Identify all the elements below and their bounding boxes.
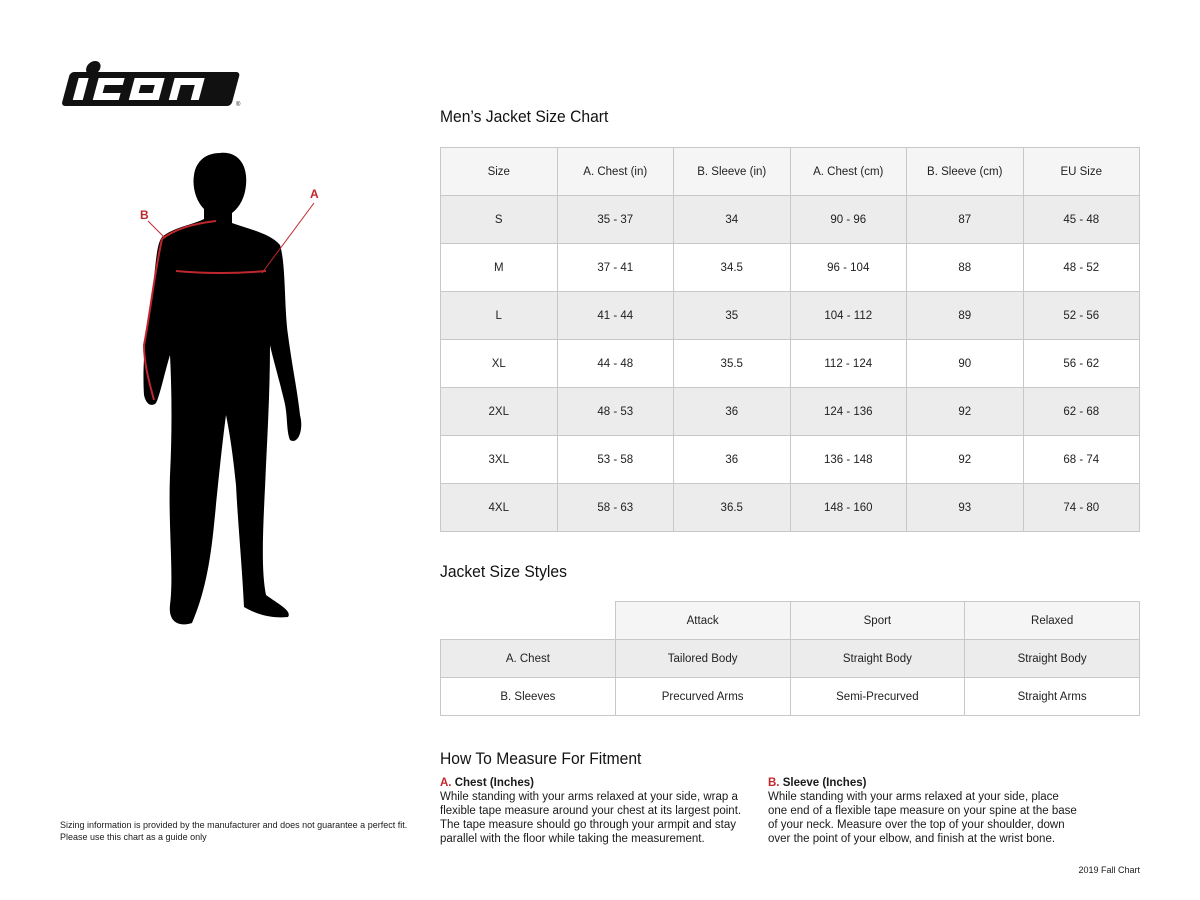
- table-cell: 87: [906, 195, 1024, 244]
- table-cell: 89: [906, 291, 1024, 340]
- table-cell: Straight Body: [789, 639, 966, 678]
- table-cell: 90 - 96: [789, 195, 907, 244]
- table-cell: A. Chest: [440, 639, 616, 678]
- table-row: 4XL 58 - 63 36.5 148 - 160 93 74 - 80: [440, 483, 1140, 532]
- table-cell: 68 - 74: [1022, 435, 1140, 484]
- table-row: L 41 - 44 35 104 - 112 89 52 - 56: [440, 291, 1140, 340]
- measure-title: How To Measure For Fitment: [440, 749, 642, 768]
- table-row: M 37 - 41 34.5 96 - 104 88 48 - 52: [440, 243, 1140, 292]
- table-cell: 53 - 58: [556, 435, 674, 484]
- table-cell: 92: [906, 387, 1024, 436]
- table-cell: 35: [673, 291, 791, 340]
- chest-heading: Chest (Inches): [454, 777, 534, 789]
- table-cell: Tailored Body: [614, 639, 791, 678]
- header-cell: A. Chest (cm): [789, 147, 907, 196]
- header-cell: B. Sleeve (cm): [906, 147, 1024, 196]
- table-cell: 96 - 104: [789, 243, 907, 292]
- sleeve-prefix: B.: [768, 777, 780, 789]
- sleeve-instructions: B. Sleeve (Inches) While standing with y…: [768, 776, 1078, 846]
- table-cell: 36.5: [673, 483, 791, 532]
- table-row: 3XL 53 - 58 36 136 - 148 92 68 - 74: [440, 435, 1140, 484]
- table-cell: 35.5: [673, 339, 791, 388]
- table-cell: L: [440, 291, 558, 340]
- table-cell: 74 - 80: [1022, 483, 1140, 532]
- table-cell: 52 - 56: [1022, 291, 1140, 340]
- sleeve-text: While standing with your arms relaxed at…: [768, 791, 1077, 845]
- header-cell: EU Size: [1022, 147, 1140, 196]
- header-cell: A. Chest (in): [556, 147, 674, 196]
- table-header-row: Size A. Chest (in) B. Sleeve (in) A. Che…: [440, 147, 1140, 196]
- disclaimer-line1: Sizing information is provided by the ma…: [60, 820, 408, 830]
- header-cell: Relaxed: [964, 601, 1140, 640]
- table-cell: Straight Body: [964, 639, 1140, 678]
- chest-prefix: A.: [440, 777, 452, 789]
- table-cell: Straight Arms: [964, 677, 1140, 716]
- label-b: B: [140, 208, 149, 222]
- table-row: B. Sleeves Precurved Arms Semi-Precurved St…: [440, 677, 1140, 716]
- table-row: A. Chest Tailored Body Straight Body Straig…: [440, 639, 1140, 678]
- size-chart-table: Size A. Chest (in) B. Sleeve (in) A. Che…: [440, 147, 1140, 532]
- empty-cell: [440, 601, 616, 640]
- table-cell: S: [440, 195, 558, 244]
- table-cell: XL: [440, 339, 558, 388]
- chest-text: While standing with your arms relaxed at…: [440, 791, 742, 845]
- table-row: S 35 - 37 34 90 - 96 87 45 - 48: [440, 195, 1140, 244]
- table-row: 2XL 48 - 53 36 124 - 136 92 62 - 68: [440, 387, 1140, 436]
- disclaimer: Sizing information is provided by the ma…: [60, 819, 407, 843]
- table-cell: 48 - 52: [1022, 243, 1140, 292]
- table-cell: 136 - 148: [789, 435, 907, 484]
- table-cell: 58 - 63: [556, 483, 674, 532]
- table-cell: 35 - 37: [556, 195, 674, 244]
- table-cell: 34.5: [673, 243, 791, 292]
- size-chart-title: Men’s Jacket Size Chart: [440, 107, 609, 126]
- table-cell: 88: [906, 243, 1024, 292]
- table-cell: 148 - 160: [789, 483, 907, 532]
- header-cell: Sport: [789, 601, 966, 640]
- table-cell: 34: [673, 195, 791, 244]
- table-cell: 41 - 44: [556, 291, 674, 340]
- table-row: XL 44 - 48 35.5 112 - 124 90 56 - 62: [440, 339, 1140, 388]
- table-cell: 36: [673, 435, 791, 484]
- chest-instructions: A. Chest (Inches) While standing with yo…: [440, 776, 750, 846]
- table-cell: M: [440, 243, 558, 292]
- table-cell: 37 - 41: [556, 243, 674, 292]
- body-silhouette-figure: A B: [140, 152, 319, 625]
- table-cell: 104 - 112: [789, 291, 907, 340]
- table-cell: 44 - 48: [556, 339, 674, 388]
- header-cell: Attack: [614, 601, 791, 640]
- table-cell: 45 - 48: [1022, 195, 1140, 244]
- table-cell: 92: [906, 435, 1024, 484]
- table-cell: 36: [673, 387, 791, 436]
- svg-text:®: ®: [236, 101, 241, 108]
- table-cell: 124 - 136: [789, 387, 907, 436]
- table-cell: 93: [906, 483, 1024, 532]
- table-cell: 56 - 62: [1022, 339, 1140, 388]
- table-header-row: Attack Sport Relaxed: [440, 601, 1140, 640]
- table-cell: 90: [906, 339, 1024, 388]
- table-cell: 3XL: [440, 435, 558, 484]
- label-a: A: [310, 187, 319, 201]
- sleeve-heading: Sleeve (Inches): [782, 777, 867, 789]
- styles-title: Jacket Size Styles: [440, 562, 567, 581]
- table-cell: Precurved Arms: [614, 677, 791, 716]
- table-cell: 62 - 68: [1022, 387, 1140, 436]
- styles-table: Attack Sport Relaxed A. Chest Tailored Bo…: [440, 601, 1140, 716]
- table-cell: 4XL: [440, 483, 558, 532]
- header-cell: Size: [440, 147, 558, 196]
- icon-logo: ®: [62, 61, 241, 108]
- table-cell: B. Sleeves: [440, 677, 616, 716]
- disclaimer-line2: Please use this chart as a guide only: [60, 832, 207, 842]
- table-cell: 112 - 124: [789, 339, 907, 388]
- table-cell: Semi-Precurved: [789, 677, 966, 716]
- table-cell: 2XL: [440, 387, 558, 436]
- table-cell: 48 - 53: [556, 387, 674, 436]
- chart-edition: 2019 Fall Chart: [1078, 865, 1140, 875]
- header-cell: B. Sleeve (in): [673, 147, 791, 196]
